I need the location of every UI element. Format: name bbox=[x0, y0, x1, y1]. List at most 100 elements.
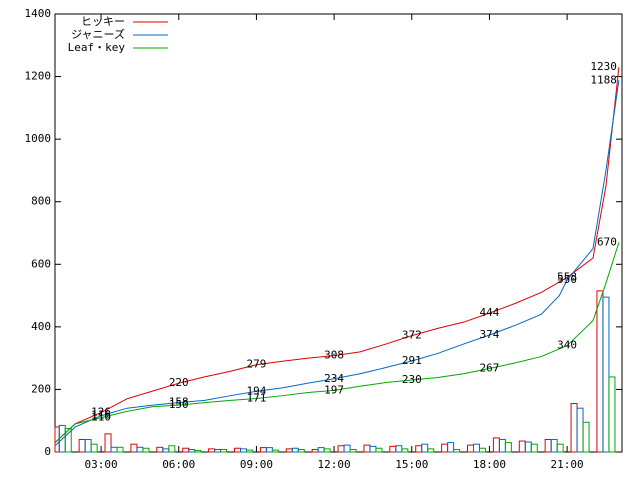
x-tick-label: 18:00 bbox=[473, 458, 506, 471]
bar bbox=[544, 438, 552, 453]
legend-label: ジャニーズ bbox=[71, 27, 125, 41]
x-tick-label: 21:00 bbox=[551, 458, 584, 471]
value-label: 670 bbox=[597, 235, 617, 248]
bar bbox=[311, 448, 319, 453]
x-tick-label: 12:00 bbox=[318, 458, 351, 471]
bar bbox=[550, 438, 558, 453]
bar bbox=[427, 448, 435, 453]
bar bbox=[602, 296, 610, 453]
bar bbox=[220, 448, 228, 453]
bar bbox=[208, 448, 216, 453]
bar bbox=[104, 433, 112, 453]
bar bbox=[188, 448, 196, 453]
bar bbox=[239, 448, 247, 453]
bar bbox=[576, 407, 584, 453]
bar bbox=[421, 443, 429, 453]
bar bbox=[182, 447, 190, 453]
bar bbox=[395, 445, 403, 453]
bar bbox=[349, 448, 357, 453]
bar bbox=[245, 449, 253, 453]
bar bbox=[297, 448, 305, 453]
value-label: 340 bbox=[557, 339, 577, 352]
x-tick-label: 06:00 bbox=[162, 458, 195, 471]
bar bbox=[265, 447, 273, 453]
bar bbox=[142, 447, 150, 453]
bar bbox=[570, 403, 578, 453]
value-label: 194 bbox=[246, 384, 266, 397]
value-label: 220 bbox=[169, 376, 189, 389]
value-label: 372 bbox=[402, 329, 422, 342]
bar bbox=[556, 443, 564, 453]
bar bbox=[375, 447, 383, 453]
value-label: 308 bbox=[324, 349, 344, 362]
value-label: 550 bbox=[557, 273, 577, 286]
bar bbox=[447, 442, 455, 453]
bar bbox=[363, 444, 371, 453]
value-label: 267 bbox=[480, 361, 500, 374]
bar bbox=[415, 445, 423, 453]
bar bbox=[337, 445, 345, 453]
legend-label: Leaf・key bbox=[68, 41, 126, 54]
bar bbox=[608, 376, 616, 453]
bar bbox=[156, 446, 164, 453]
series-line bbox=[54, 67, 620, 443]
value-label: 1188 bbox=[590, 73, 617, 86]
value-label: 234 bbox=[324, 372, 344, 385]
bar bbox=[466, 444, 474, 453]
y-tick-label: 400 bbox=[31, 320, 51, 333]
bar bbox=[524, 441, 532, 453]
value-label: 171 bbox=[246, 392, 266, 405]
bar bbox=[441, 443, 449, 453]
bar bbox=[84, 438, 92, 453]
value-label: 444 bbox=[480, 306, 500, 319]
bar bbox=[64, 428, 72, 453]
bar bbox=[259, 447, 267, 453]
y-tick-label: 200 bbox=[31, 382, 51, 395]
bar bbox=[162, 448, 170, 453]
bar bbox=[271, 449, 279, 453]
bar bbox=[369, 445, 377, 453]
bar bbox=[518, 440, 526, 453]
bar bbox=[233, 447, 241, 453]
y-tick-label: 1200 bbox=[25, 70, 52, 83]
bar bbox=[116, 446, 124, 453]
bar bbox=[472, 443, 480, 453]
value-label: 110 bbox=[91, 411, 111, 424]
bar bbox=[168, 445, 176, 453]
series-line bbox=[54, 80, 620, 447]
y-tick-label: 1400 bbox=[25, 7, 52, 20]
value-label: 197 bbox=[324, 383, 344, 396]
y-tick-label: 800 bbox=[31, 195, 51, 208]
bar bbox=[78, 438, 86, 453]
value-label: 279 bbox=[246, 358, 266, 371]
bar bbox=[478, 447, 486, 453]
value-label: 230 bbox=[402, 373, 422, 386]
x-tick-label: 15:00 bbox=[395, 458, 428, 471]
bar bbox=[130, 443, 138, 453]
bar bbox=[343, 444, 351, 453]
x-tick-label: 09:00 bbox=[240, 458, 273, 471]
bar bbox=[582, 421, 590, 453]
bar bbox=[136, 446, 144, 453]
bar bbox=[285, 448, 293, 453]
x-tick-label: 03:00 bbox=[85, 458, 118, 471]
bar bbox=[323, 448, 331, 453]
value-label: 1230 bbox=[590, 60, 617, 73]
bar bbox=[492, 437, 500, 453]
bar bbox=[453, 448, 461, 453]
bar bbox=[401, 448, 409, 453]
value-label: 126 bbox=[91, 406, 111, 419]
bar bbox=[291, 447, 299, 453]
y-tick-label: 600 bbox=[31, 257, 51, 270]
bar bbox=[110, 446, 118, 453]
y-tick-label: 0 bbox=[44, 445, 51, 458]
bar bbox=[194, 449, 202, 453]
bar bbox=[389, 445, 397, 453]
bar bbox=[596, 290, 604, 453]
bar bbox=[530, 443, 538, 453]
value-label: 150 bbox=[169, 398, 189, 411]
bar bbox=[317, 447, 325, 453]
legend-label: ヒッキー bbox=[81, 15, 125, 28]
bar bbox=[504, 442, 512, 453]
